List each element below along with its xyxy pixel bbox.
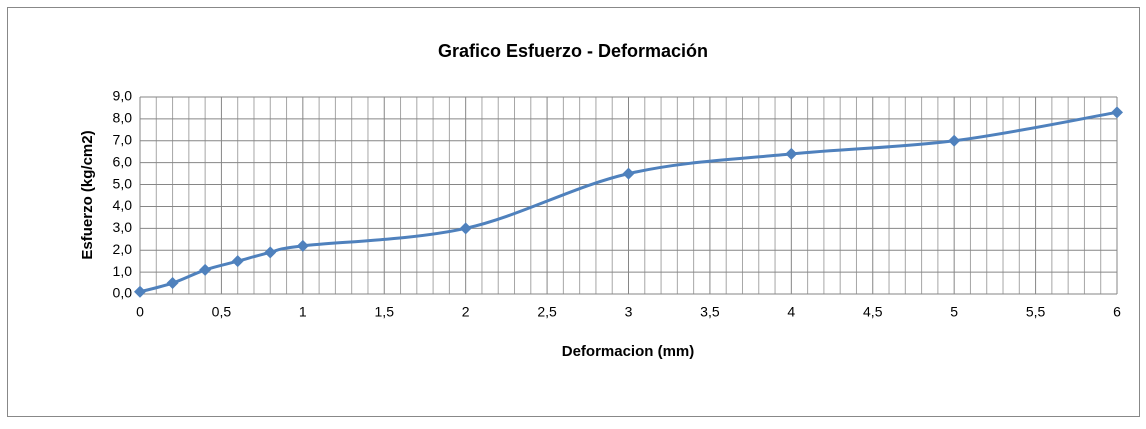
data-point (1111, 106, 1123, 119)
data-point (296, 239, 309, 252)
x-tick-label: 5,5 (1026, 304, 1046, 320)
data-point (948, 134, 961, 147)
x-axis-title: Deformacion (mm) (562, 343, 695, 360)
chart-frame (7, 7, 1140, 417)
x-tick-label: 3 (625, 304, 633, 320)
y-tick-label: 3,0 (113, 219, 133, 235)
x-tick-label: 0,5 (212, 304, 232, 320)
x-tick-label: 3,5 (700, 304, 720, 320)
y-tick-label: 7,0 (113, 131, 133, 147)
data-point (264, 246, 277, 259)
data-point (166, 277, 179, 290)
y-tick-label: 6,0 (113, 153, 133, 169)
x-tick-label: 2,5 (537, 304, 557, 320)
y-tick-label: 4,0 (113, 197, 133, 213)
y-axis-title: Esfuerzo (kg/cm2) (79, 130, 96, 259)
y-tick-label: 2,0 (113, 241, 133, 257)
x-tick-label: 0 (136, 304, 144, 320)
x-tick-label: 1,5 (375, 304, 395, 320)
data-point (231, 255, 244, 268)
data-point (785, 147, 798, 160)
y-tick-label: 8,0 (113, 110, 133, 126)
data-point (134, 285, 146, 298)
data-point (199, 263, 212, 276)
x-tick-label: 5 (950, 304, 958, 320)
y-tick-label: 5,0 (113, 175, 133, 191)
data-point (459, 222, 472, 235)
data-point (622, 167, 635, 180)
y-tick-label: 1,0 (113, 263, 133, 279)
x-tick-label: 4 (787, 304, 795, 320)
x-tick-label: 4,5 (863, 304, 883, 320)
y-tick-label: 0,0 (113, 285, 133, 301)
y-tick-label: 9,0 (113, 88, 133, 104)
x-tick-label: 6 (1113, 304, 1121, 320)
x-tick-label: 1 (299, 304, 307, 320)
x-tick-label: 2 (462, 304, 470, 320)
chart-title: Grafico Esfuerzo - Deformación (438, 41, 708, 61)
